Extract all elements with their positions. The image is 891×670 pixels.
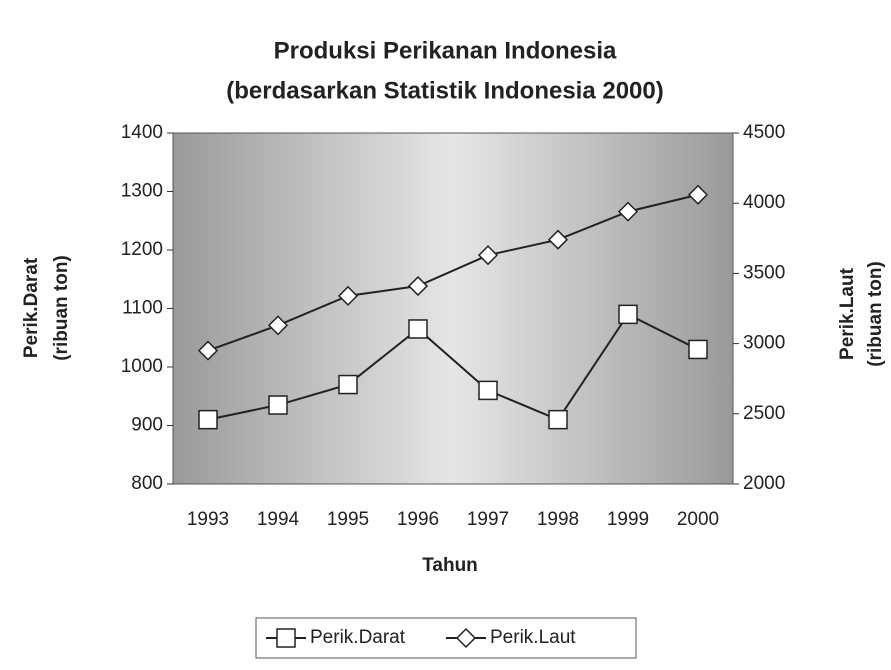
x-tick-label: 1998: [537, 509, 579, 530]
chart-title: Produksi Perikanan Indonesia: [274, 37, 617, 64]
y-axis-title: (ribuan ton): [51, 255, 72, 361]
y-tick-label: 1100: [122, 298, 163, 319]
y2-axis-title: Perik.Laut: [837, 267, 858, 360]
y2-tick-label: 2500: [743, 403, 785, 424]
y-tick-label: 1000: [121, 356, 163, 377]
marker: [338, 374, 358, 395]
marker: [477, 245, 499, 266]
y-axis-title: Perik.Darat: [21, 257, 42, 358]
line: [207, 313, 699, 421]
marker: [688, 339, 708, 360]
y2-axis-title: (ribuan ton): [865, 261, 886, 367]
marker: [617, 201, 639, 222]
marker: [455, 627, 477, 649]
y-tick-label: 900: [131, 415, 163, 436]
x-axis-title: Tahun: [422, 555, 478, 576]
marker: [407, 275, 429, 297]
y-tick-label: 1200: [121, 239, 163, 260]
x-tick-label: 2000: [677, 509, 719, 530]
marker: [268, 395, 288, 415]
marker: [478, 380, 498, 401]
x-tick-label: 1997: [467, 509, 509, 530]
legend-label: Perik.Darat: [310, 627, 406, 648]
x-tick-label: 1994: [257, 509, 300, 530]
marker: [548, 409, 568, 430]
x-tick-label: 1999: [607, 509, 649, 530]
y-tick-label: 1400: [121, 122, 163, 143]
chart-subtitle: (berdasarkan Statistik Indonesia 2000): [226, 77, 664, 104]
line: [207, 193, 699, 352]
marker: [267, 315, 289, 336]
x-tick-label: 1996: [397, 509, 439, 530]
plot-area: [172, 132, 734, 485]
y2-tick-label: 3500: [743, 262, 785, 283]
legend-label: Perik.Laut: [490, 627, 576, 648]
y2-tick-label: 4000: [743, 192, 785, 213]
y2-tick-label: 3000: [743, 333, 785, 354]
y2-tick-label: 4500: [743, 122, 785, 143]
y2-tick-label: 2000: [743, 473, 785, 494]
y-tick-label: 1300: [121, 181, 163, 202]
marker: [337, 285, 359, 306]
marker: [618, 304, 638, 325]
y-tick-label: 800: [131, 473, 163, 494]
marker: [547, 229, 569, 250]
marker: [276, 628, 296, 648]
marker: [197, 340, 219, 361]
x-tick-label: 1993: [187, 509, 229, 530]
marker: [687, 184, 709, 205]
marker: [408, 319, 428, 339]
x-tick-label: 1995: [327, 509, 369, 530]
marker: [198, 409, 218, 430]
